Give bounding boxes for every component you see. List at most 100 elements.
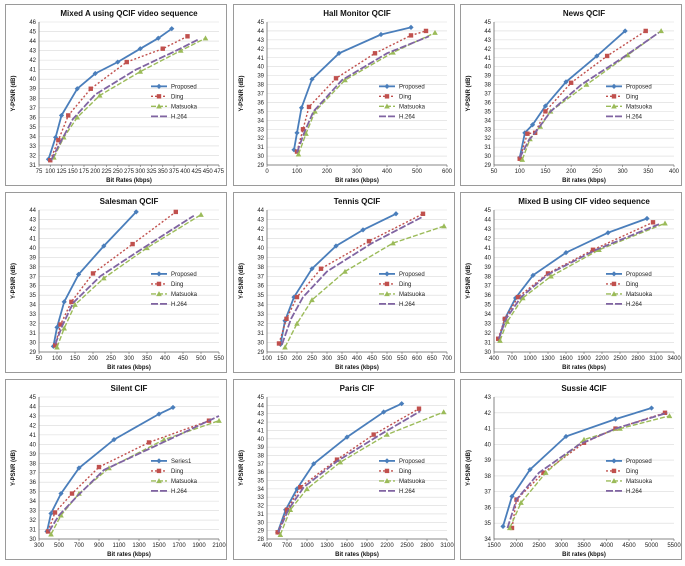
y-tick-label: 33 <box>29 144 36 150</box>
y-tick-label: 35 <box>257 479 264 485</box>
x-tick-label: 1600 <box>340 543 354 549</box>
x-tick-label: 100 <box>45 169 56 175</box>
point-marker <box>658 28 664 34</box>
point-marker <box>648 405 655 411</box>
point-marker <box>216 417 222 423</box>
point-marker <box>156 103 162 109</box>
series-proposed <box>291 24 414 153</box>
series-matsuoka <box>51 35 209 160</box>
x-tick-label: 400 <box>160 356 171 362</box>
series-h264 <box>281 215 424 345</box>
legend-label: Matsuoka <box>626 292 653 298</box>
series-line <box>499 222 666 341</box>
x-tick-label: 50 <box>36 356 43 362</box>
y-tick-label: 44 <box>484 29 491 35</box>
y-tick-label: 40 <box>29 246 36 252</box>
series-matsuoka <box>48 417 222 537</box>
y-tick-label: 40 <box>484 65 491 71</box>
x-tick-label: 475 <box>214 169 225 175</box>
point-marker <box>384 281 390 287</box>
y-tick-label: 39 <box>29 87 36 93</box>
point-marker <box>605 230 611 236</box>
x-tick-label: 2500 <box>532 543 546 549</box>
x-tick-label: 300 <box>135 169 146 175</box>
x-tick-label: 500 <box>412 169 423 175</box>
series-matsuoka <box>519 28 664 162</box>
y-tick-label: 29 <box>257 350 264 356</box>
point-marker <box>384 468 390 474</box>
x-tick-label: 1000 <box>523 356 537 362</box>
series-line <box>279 411 444 536</box>
series-proposed <box>275 401 405 535</box>
series-line <box>518 31 660 159</box>
y-tick-label: 40 <box>484 442 491 448</box>
y-tick-label: 44 <box>29 208 36 214</box>
point-marker <box>66 113 71 118</box>
chart-svg: Paris CIF 28 29 30 31 32 33 34 35 36 37 38 39 40 41 42 4… <box>239 384 454 558</box>
y-tick-label: 31 <box>257 512 264 518</box>
y-tick-label: 36 <box>257 470 264 476</box>
point-marker <box>611 478 617 484</box>
point-marker <box>76 465 82 471</box>
chart-panel: Silent CIF 30 31 32 33 34 35 36 37 38 39 40 41 42 43 44… <box>5 379 227 560</box>
y-tick-label: 38 <box>484 474 491 480</box>
x-tick-label: 100 <box>262 356 273 362</box>
legend-label: Matsuoka <box>626 479 653 485</box>
series-line <box>56 214 202 348</box>
x-tick-label: 300 <box>352 169 363 175</box>
point-marker <box>72 301 78 307</box>
y-tick-label: 39 <box>257 74 264 80</box>
point-marker <box>298 105 305 111</box>
point-marker <box>408 24 414 30</box>
x-tick-label: 1300 <box>320 543 334 549</box>
y-tick-label: 36 <box>29 115 36 121</box>
y-tick-label: 44 <box>257 29 264 35</box>
point-marker <box>611 94 617 99</box>
point-marker <box>294 294 300 300</box>
point-marker <box>420 211 426 216</box>
y-tick-label: 39 <box>257 445 264 451</box>
series-line <box>296 35 430 153</box>
point-marker <box>133 209 139 215</box>
x-tick-label: 100 <box>515 169 526 175</box>
y-tick-label: 44 <box>29 404 36 410</box>
y-tick-label: 45 <box>29 30 36 36</box>
point-marker <box>336 50 342 56</box>
y-tick-label: 45 <box>257 20 264 26</box>
x-tick-label: 450 <box>178 356 189 362</box>
point-marker <box>156 291 162 297</box>
chart-svg: Mixed A using QCIF video sequence 31 32 33 3… <box>11 9 225 184</box>
x-tick-label: 1900 <box>577 356 591 362</box>
point-marker <box>342 268 348 274</box>
y-tick-label: 40 <box>29 77 36 83</box>
x-tick-label: 225 <box>101 169 112 175</box>
series-proposed <box>500 405 655 529</box>
x-tick-label: 700 <box>442 356 453 362</box>
point-marker <box>185 34 190 39</box>
series-ding <box>276 211 426 346</box>
chart-svg: Salesman QCIF 29 30 31 32 33 34 35 36 37 38 39 40 41 4… <box>11 197 225 371</box>
y-tick-label: 41 <box>484 246 491 252</box>
legend-label: Matsuoka <box>399 104 426 110</box>
point-marker <box>156 458 162 464</box>
legend-label: Ding <box>171 94 183 100</box>
x-tick-label: 350 <box>337 356 348 362</box>
x-tick-label: 400 <box>262 543 273 549</box>
x-tick-label: 300 <box>34 543 45 549</box>
y-tick-label: 42 <box>257 227 264 233</box>
series-h264 <box>497 223 660 340</box>
series-line <box>497 217 648 340</box>
x-tick-label: 300 <box>618 169 629 175</box>
point-marker <box>294 130 300 136</box>
y-tick-label: 35 <box>257 293 264 299</box>
point-marker <box>366 239 372 244</box>
x-tick-label: 500 <box>54 543 65 549</box>
point-marker <box>96 464 102 470</box>
y-tick-label: 39 <box>484 265 491 271</box>
x-tick-label: 200 <box>88 356 99 362</box>
x-tick-label: 75 <box>36 169 43 175</box>
point-marker <box>56 138 61 143</box>
x-tick-label: 200 <box>90 169 101 175</box>
point-marker <box>284 316 289 322</box>
series-line <box>497 221 654 339</box>
